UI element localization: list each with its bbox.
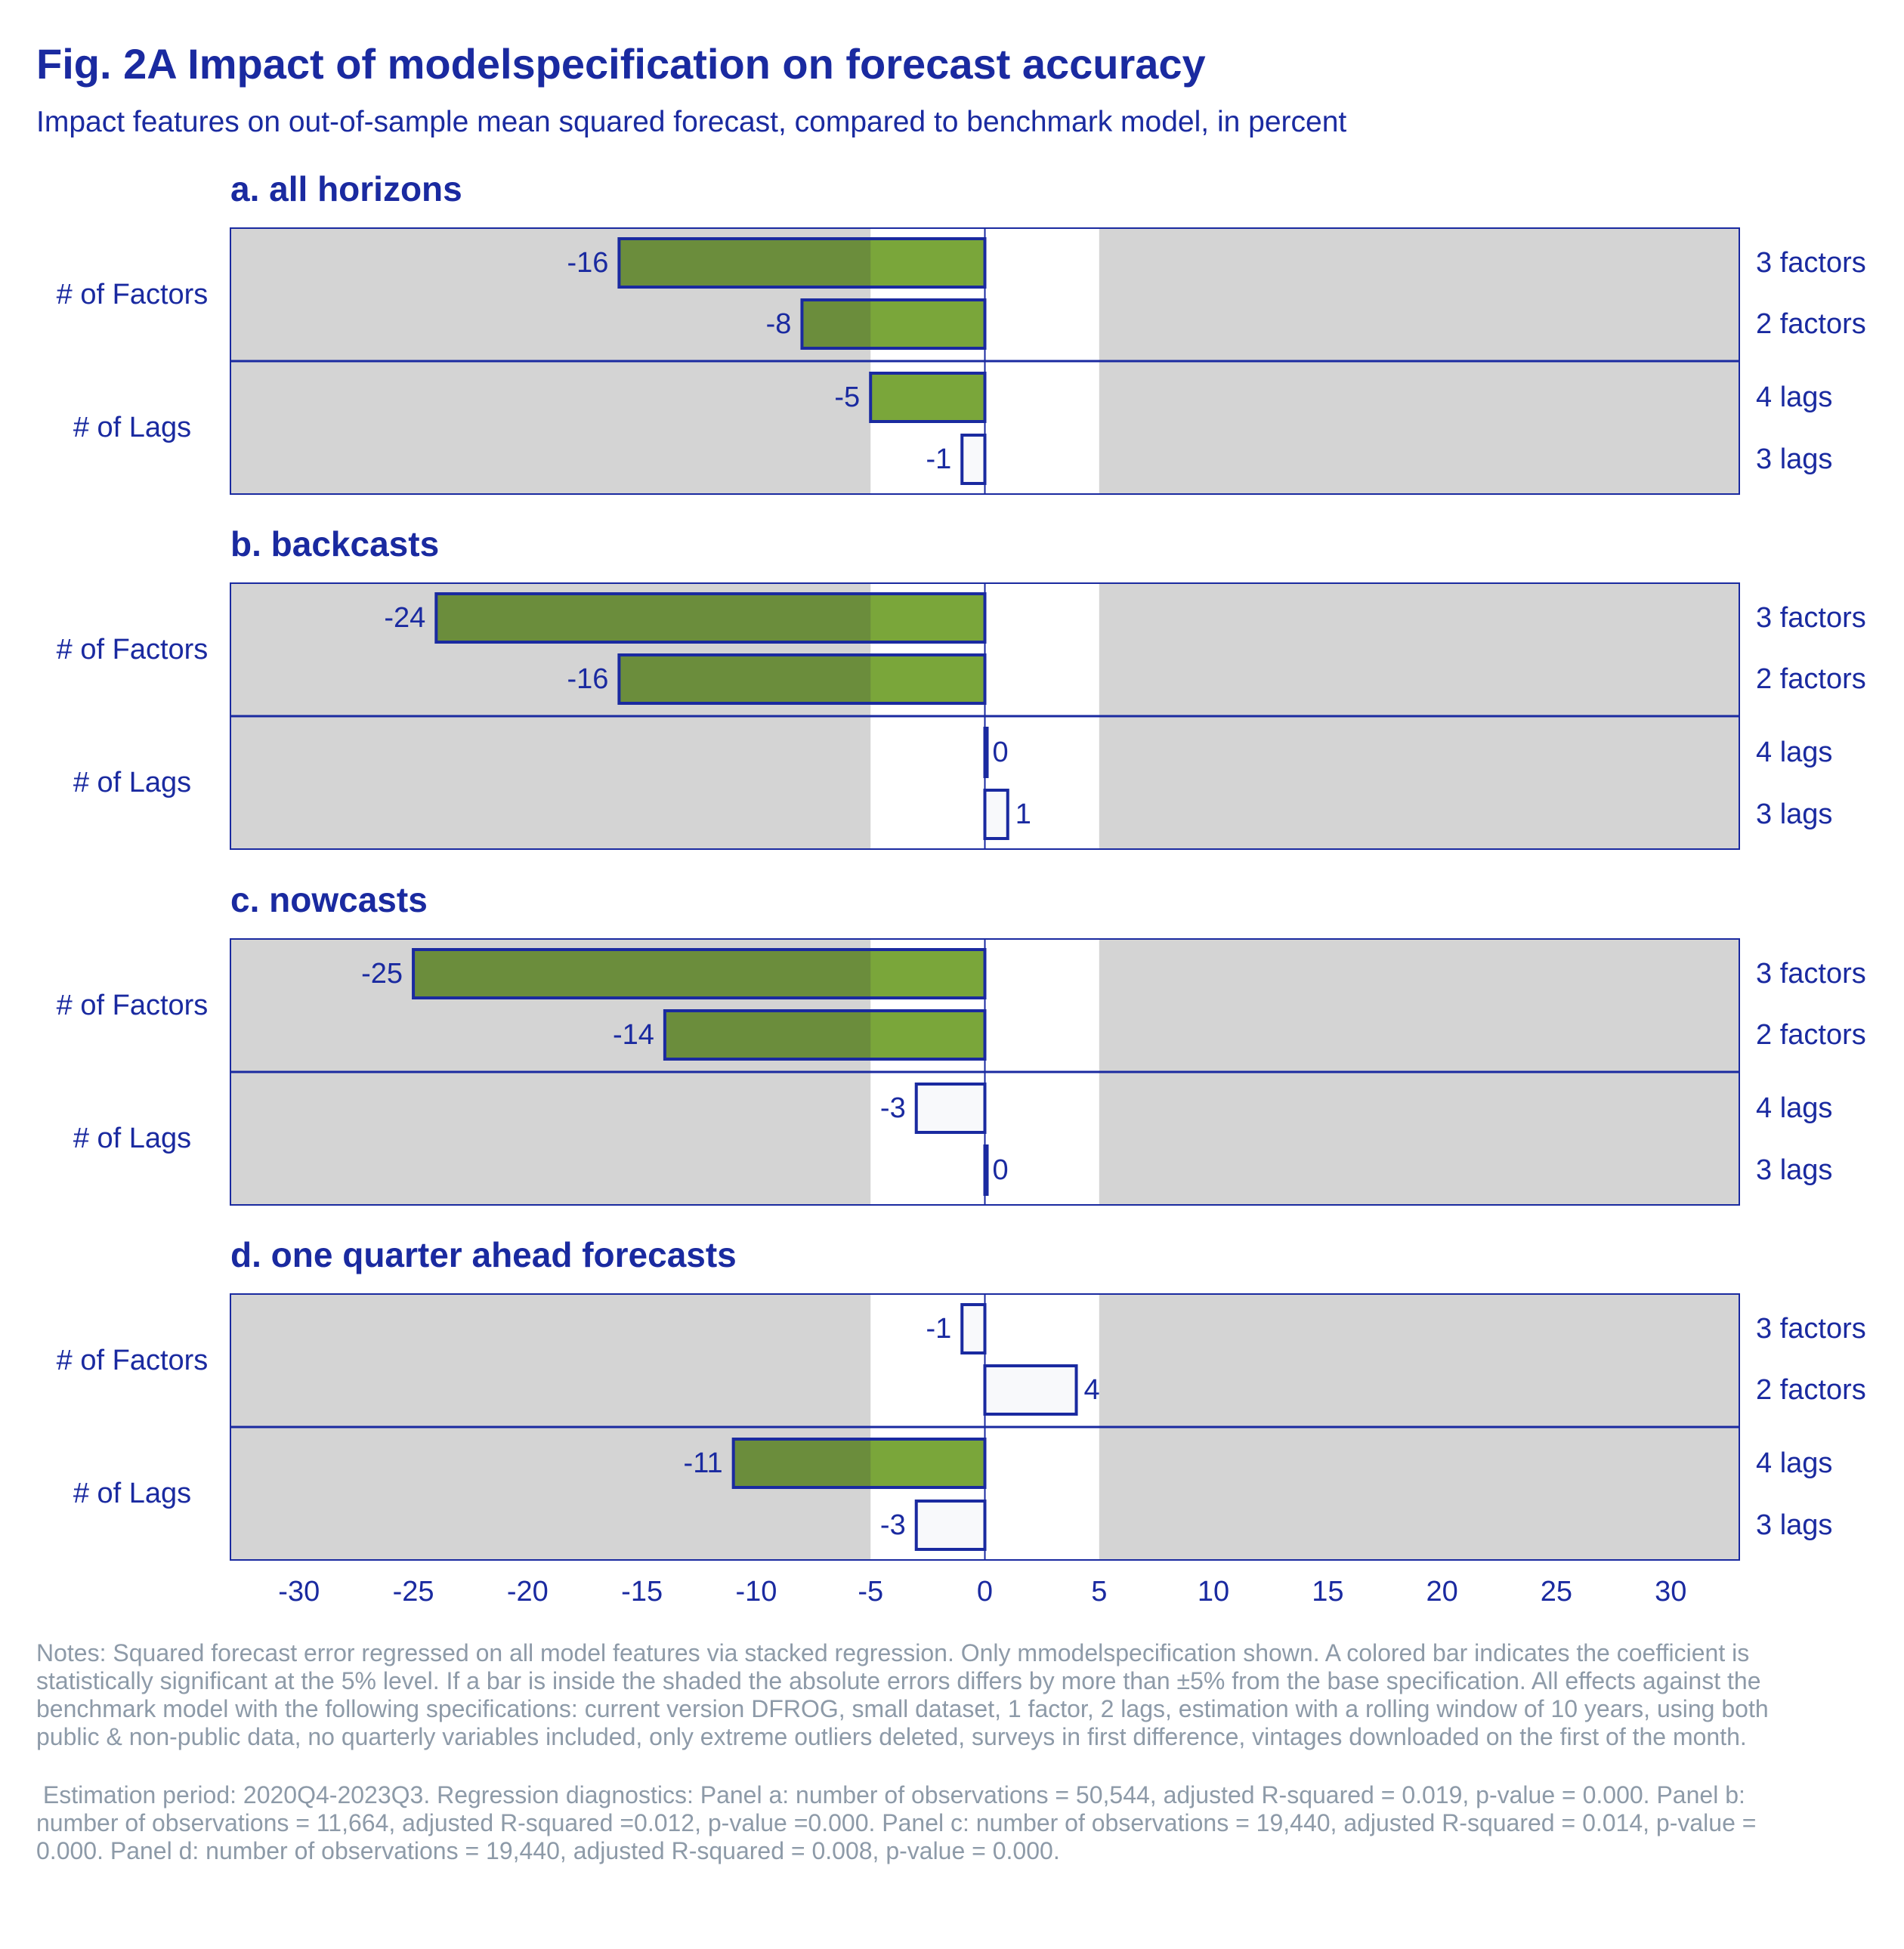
group-label: # of Lags bbox=[73, 767, 191, 798]
bar-category-label: 4 lags bbox=[1756, 737, 1832, 768]
x-tick-label: -10 bbox=[735, 1576, 777, 1608]
bar-value-label: -1 bbox=[926, 1313, 951, 1345]
bar-value-label: -14 bbox=[613, 1019, 654, 1051]
x-tick-label: 30 bbox=[1655, 1576, 1686, 1608]
chart-notes: Notes: Squared forecast error regressed … bbox=[36, 1639, 1774, 1865]
bar-category-label: 4 lags bbox=[1756, 1092, 1832, 1124]
bar-category-label: 2 factors bbox=[1756, 1374, 1866, 1406]
group-label: # of Factors bbox=[57, 279, 209, 310]
x-tick-label: 10 bbox=[1198, 1576, 1229, 1608]
bar-value-label: -5 bbox=[834, 381, 860, 413]
bar-shaded-part bbox=[664, 1011, 871, 1059]
bar-value-label: 4 bbox=[1084, 1374, 1100, 1406]
bar bbox=[870, 373, 985, 422]
bar-category-label: 3 factors bbox=[1756, 602, 1866, 634]
bar-value-label: -16 bbox=[567, 663, 608, 695]
x-tick-label: 20 bbox=[1426, 1576, 1458, 1608]
panel-frame bbox=[230, 938, 1740, 1206]
bar-value-label: -16 bbox=[567, 247, 608, 279]
x-tick-label: 5 bbox=[1091, 1576, 1107, 1608]
x-tick-label: -20 bbox=[507, 1576, 549, 1608]
group-label: # of Factors bbox=[57, 990, 209, 1021]
bar-category-label: 3 lags bbox=[1756, 1154, 1832, 1186]
bar-category-label: 4 lags bbox=[1756, 1447, 1832, 1479]
x-tick-label: 0 bbox=[977, 1576, 993, 1608]
bar-category-label: 2 factors bbox=[1756, 308, 1866, 340]
bar-value-label: -25 bbox=[361, 958, 403, 990]
bar-category-label: 2 factors bbox=[1756, 1019, 1866, 1051]
bar-category-label: 3 lags bbox=[1756, 443, 1832, 475]
bar bbox=[914, 1083, 987, 1134]
bar-shaded-part bbox=[802, 300, 871, 348]
bar bbox=[960, 434, 987, 485]
group-label: # of Factors bbox=[57, 634, 209, 666]
x-tick-label: -30 bbox=[278, 1576, 320, 1608]
x-tick-label: 15 bbox=[1312, 1576, 1343, 1608]
panel-frame bbox=[230, 1293, 1740, 1561]
bar-category-label: 3 lags bbox=[1756, 1509, 1832, 1541]
diagnostics-text: Estimation period: 2020Q4-2023Q3. Regres… bbox=[36, 1781, 1763, 1864]
bar bbox=[983, 1364, 1078, 1416]
x-tick-label: -5 bbox=[858, 1576, 883, 1608]
bar-shaded-part bbox=[733, 1439, 871, 1487]
bar-category-label: 3 factors bbox=[1756, 247, 1866, 279]
group-label: # of Factors bbox=[57, 1345, 209, 1376]
x-tick-label: -25 bbox=[393, 1576, 434, 1608]
x-tick-label: 25 bbox=[1541, 1576, 1572, 1608]
chart-subtitle: Impact features on out-of-sample mean sq… bbox=[36, 106, 1347, 138]
bar bbox=[960, 1303, 987, 1354]
bar-category-label: 3 lags bbox=[1756, 798, 1832, 830]
bar-value-label: -11 bbox=[684, 1447, 723, 1479]
chart-title: Fig. 2A Impact of modelspecification on … bbox=[36, 40, 1206, 88]
bar-value-label: 0 bbox=[993, 1154, 1009, 1186]
bar-value-label: 1 bbox=[1015, 798, 1031, 830]
notes-text: Notes: Squared forecast error regressed … bbox=[36, 1639, 1769, 1750]
bar-value-label: -1 bbox=[926, 443, 951, 475]
panel-title: c. nowcasts bbox=[230, 880, 428, 919]
bar bbox=[914, 1500, 987, 1551]
panel-title: a. all horizons bbox=[230, 169, 462, 208]
group-label: # of Lags bbox=[73, 1478, 191, 1509]
bar-shaded-part bbox=[619, 239, 871, 287]
panel-title: b. backcasts bbox=[230, 524, 439, 564]
bar-value-label: -8 bbox=[766, 308, 792, 340]
bar-value-label: -3 bbox=[880, 1509, 906, 1541]
x-tick-label: -15 bbox=[621, 1576, 663, 1608]
group-label: # of Lags bbox=[73, 1123, 191, 1154]
group-label: # of Lags bbox=[73, 412, 191, 443]
bar-category-label: 3 factors bbox=[1756, 958, 1866, 990]
bar-shaded-part bbox=[619, 655, 871, 703]
bar-shaded-part bbox=[413, 950, 871, 998]
panel-frame bbox=[230, 582, 1740, 850]
panel-title: d. one quarter ahead forecasts bbox=[230, 1235, 737, 1274]
bar-category-label: 4 lags bbox=[1756, 381, 1832, 413]
bar-value-label: -3 bbox=[880, 1092, 906, 1124]
bar-shaded-part bbox=[436, 594, 871, 642]
bar-value-label: 0 bbox=[993, 737, 1009, 768]
bar bbox=[983, 789, 1009, 840]
bar-value-label: -24 bbox=[384, 602, 425, 634]
panel-frame bbox=[230, 227, 1740, 495]
bar-category-label: 2 factors bbox=[1756, 663, 1866, 695]
bar-category-label: 3 factors bbox=[1756, 1313, 1866, 1345]
